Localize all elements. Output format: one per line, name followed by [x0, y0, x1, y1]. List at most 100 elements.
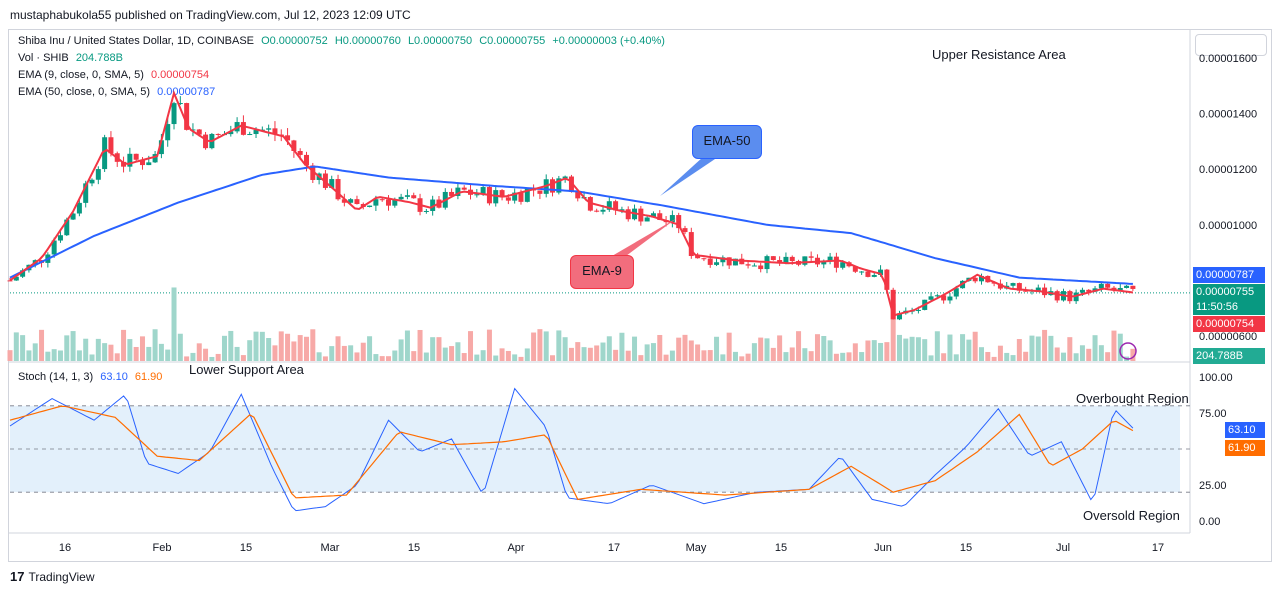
- candle-body: [354, 199, 360, 204]
- candle-body: [537, 190, 543, 194]
- volume-bar: [827, 340, 833, 361]
- candle-body: [568, 176, 574, 192]
- volume-bar: [663, 354, 669, 361]
- candle-body: [890, 289, 896, 320]
- volume-bar: [158, 343, 164, 361]
- candle-body: [1105, 283, 1111, 288]
- time-tick-label: 15: [408, 542, 420, 554]
- volume-bar: [997, 345, 1003, 361]
- candle-body: [852, 266, 858, 272]
- volume-bar: [13, 332, 19, 361]
- candle-body: [133, 153, 139, 160]
- candle-body: [871, 274, 877, 277]
- upper-resistance-note: Upper Resistance Area: [932, 47, 1066, 62]
- candle-body: [215, 133, 221, 135]
- ema50-value: 0.00000787: [157, 86, 216, 98]
- volume-bar: [613, 349, 619, 361]
- volume-bar: [960, 334, 966, 361]
- volume-bar: [474, 354, 480, 361]
- candle-body: [64, 219, 70, 236]
- ema50-callout-pointer: [660, 157, 718, 196]
- candle-body: [518, 192, 524, 202]
- legend-toggle-box[interactable]: [1195, 34, 1267, 56]
- candle-body: [455, 187, 461, 196]
- time-tick-label: 15: [960, 542, 972, 554]
- volume-bar: [777, 335, 783, 361]
- volume-bar: [392, 350, 398, 361]
- candle-body: [297, 151, 303, 155]
- candle-body: [367, 205, 373, 208]
- high-value: H0.00000760: [334, 35, 401, 47]
- volume-bar: [619, 332, 625, 361]
- volume-bar: [247, 340, 253, 361]
- volume-bar: [360, 342, 366, 361]
- candle-body: [165, 124, 171, 141]
- tradingview-logo[interactable]: 17 TradingView: [10, 569, 95, 584]
- ema50-callout: EMA-50: [692, 125, 762, 159]
- volume-bar: [991, 356, 997, 361]
- volume-bar: [878, 342, 884, 361]
- volume-bar: [600, 342, 606, 361]
- lightning-icon[interactable]: [1119, 342, 1137, 360]
- change-value: +0.00000003 (+0.40%): [552, 35, 665, 47]
- volume-bar: [714, 336, 720, 361]
- time-tick-label: Mar: [321, 542, 340, 554]
- volume-bar: [1004, 352, 1010, 361]
- candle-body: [594, 210, 600, 212]
- candle-body: [865, 271, 871, 277]
- candle-body: [449, 191, 455, 196]
- candle-body: [335, 179, 341, 200]
- candle-body: [789, 256, 795, 261]
- volume-bar: [354, 352, 360, 361]
- volume-bar: [1079, 345, 1085, 361]
- volume-bar: [953, 354, 959, 361]
- candle-body: [158, 140, 164, 155]
- volume-bar: [632, 336, 638, 361]
- candle-body: [146, 162, 152, 166]
- overbought-note: Overbought Region: [1076, 391, 1189, 406]
- candle-body: [51, 240, 57, 255]
- candle-body: [606, 201, 612, 210]
- volume-bar: [884, 342, 890, 361]
- volume-bar: [562, 337, 568, 361]
- volume-bar: [707, 350, 713, 361]
- volume-bar: [1048, 335, 1054, 361]
- candle-body: [386, 199, 392, 206]
- candle-body: [524, 188, 530, 202]
- volume-bar: [821, 335, 827, 361]
- candle-body: [430, 199, 436, 211]
- volume-bar: [745, 353, 751, 361]
- candle-body: [171, 103, 177, 125]
- candle-body: [726, 257, 732, 266]
- candle-body: [1098, 283, 1104, 289]
- volume-bar: [32, 343, 38, 361]
- volume-bar: [568, 347, 574, 361]
- volume-bar: [543, 331, 549, 361]
- volume-bar: [234, 346, 240, 361]
- volume-bar: [606, 336, 612, 361]
- volume-bar: [688, 340, 694, 361]
- volume-bar: [524, 348, 530, 361]
- stoch-tick-label: 25.00: [1199, 480, 1227, 492]
- candle-body: [953, 288, 959, 297]
- candle-body: [745, 264, 751, 266]
- candle-body: [57, 235, 63, 241]
- stoch-d-line: [9, 405, 1134, 501]
- volume-bar: [1092, 335, 1098, 361]
- volume-bar: [310, 329, 316, 361]
- volume-bar: [1016, 339, 1022, 361]
- volume-bar: [57, 350, 63, 361]
- volume-bar: [1029, 335, 1035, 361]
- volume-bar: [316, 352, 322, 361]
- candle-body: [152, 154, 158, 163]
- candle-body: [676, 215, 682, 229]
- volume-bar: [1111, 330, 1117, 361]
- volume-bar: [203, 348, 209, 361]
- candle-body: [329, 179, 335, 188]
- price-tick-label: 0.00001200: [1199, 164, 1257, 176]
- volume-bar: [764, 338, 770, 361]
- candle-body: [688, 232, 694, 256]
- volume-bar: [537, 329, 543, 361]
- candle-body: [291, 140, 297, 152]
